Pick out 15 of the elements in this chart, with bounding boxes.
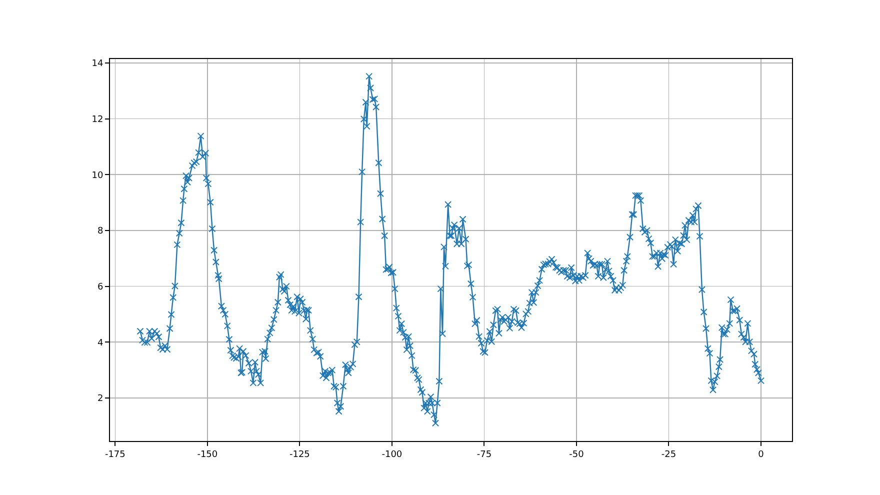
y-tick-label: 6 — [97, 282, 104, 292]
x-tick-label: -175 — [104, 450, 126, 460]
y-tick-label: 12 — [92, 114, 104, 125]
y-tick-label: 14 — [92, 59, 104, 70]
x-tick-label: -75 — [476, 450, 492, 460]
y-tick-label: 10 — [92, 170, 104, 181]
x-tick-label: 0 — [758, 450, 764, 460]
y-tick-label: 8 — [97, 226, 104, 237]
x-tick-label: -150 — [197, 450, 218, 460]
x-tick-label: -100 — [382, 450, 402, 460]
x-tick-label: -125 — [289, 450, 310, 460]
x-tick-label: -25 — [661, 450, 676, 460]
x-tick-label: -50 — [569, 450, 584, 460]
y-tick-label: 2 — [97, 394, 104, 404]
y-tick-label: 4 — [97, 338, 104, 348]
